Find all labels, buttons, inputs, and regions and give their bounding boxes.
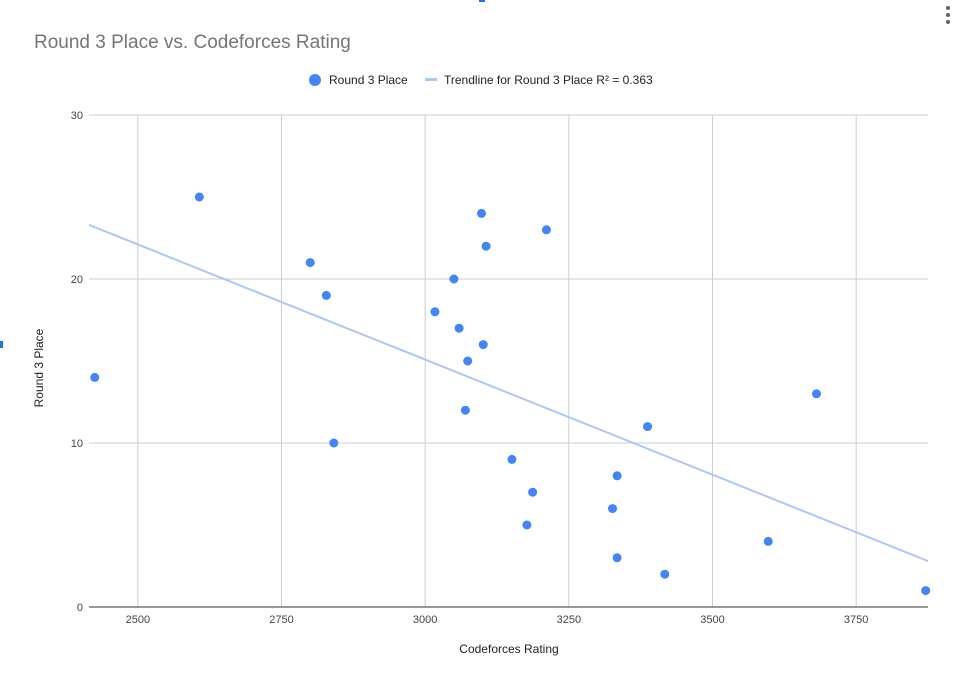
data-point [449,274,459,284]
legend[interactable]: Round 3 Place Trendline for Round 3 Plac… [309,73,653,87]
data-point [522,520,532,530]
y-tick-label: 10 [71,438,83,450]
chart-title: Round 3 Place vs. Codeforces Rating [34,32,351,53]
data-point [476,208,486,218]
data-point [194,192,204,202]
data-point [608,504,618,514]
data-point [329,438,339,448]
x-tick-label: 3750 [844,614,868,626]
dot-icon [946,13,950,17]
data-point [481,241,491,251]
left-resize-handle[interactable] [0,341,3,348]
data-point [454,323,464,333]
data-point [812,389,822,399]
x-tick-label: 3000 [413,614,437,626]
data-point [528,487,538,497]
dot-icon [946,6,950,10]
axes: 0 10 20 30 2500 2750 3000 3250 3500 3750 [71,110,928,626]
x-tick-label: 3500 [700,614,724,626]
data-point [643,422,653,432]
x-tick-label: 3250 [557,614,581,626]
x-tick-label: 2750 [269,614,293,626]
chart-menu-button[interactable] [940,4,956,26]
dot-icon [946,20,950,24]
data-point [478,340,488,350]
y-tick-label: 0 [77,602,83,614]
data-point [507,454,517,464]
trendline-layer [88,223,929,563]
legend-label-trendline: Trendline for Round 3 Place R² = 0.363 [444,73,653,87]
data-point [763,536,773,546]
x-axis-label: Codeforces Rating [459,642,558,656]
top-resize-handle[interactable] [479,0,485,2]
data-point [541,225,551,235]
data-point [612,553,622,563]
data-point [612,471,622,481]
data-point [90,372,100,382]
y-axis-label: Round 3 Place [32,328,46,407]
data-point [921,586,931,596]
legend-label-round-3-place: Round 3 Place [329,73,408,87]
data-point [430,307,440,317]
data-point [321,290,331,300]
gridlines [89,114,928,607]
y-tick-label: 30 [71,110,83,122]
data-point [463,356,473,366]
legend-marker-trendline [425,78,437,81]
data-point [660,569,670,579]
legend-marker-round-3-place [309,74,321,86]
trendline [88,223,929,563]
data-points [90,192,931,596]
data-point [460,405,470,415]
y-tick-label: 20 [71,274,83,286]
x-tick-label: 2500 [126,614,150,626]
data-point [305,258,315,268]
